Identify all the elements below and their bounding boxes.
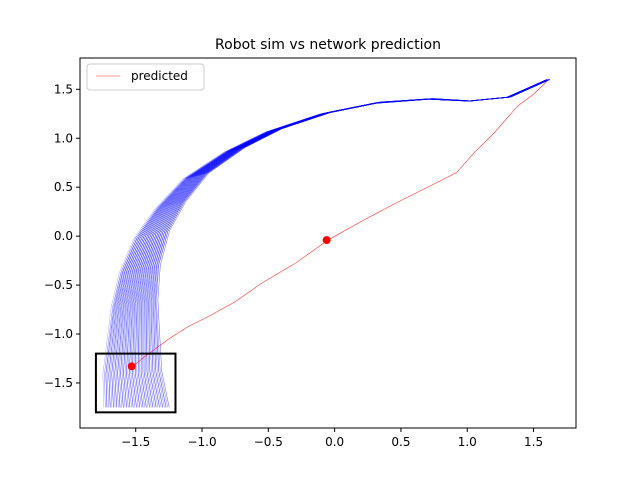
red-marker xyxy=(127,362,136,371)
simulated-trajectory-line xyxy=(153,79,549,408)
simulated-trajectory-line xyxy=(148,79,550,408)
simulated-trajectory-line xyxy=(117,79,547,408)
y-tick-label: 1.0 xyxy=(54,131,73,145)
simulated-trajectory-line xyxy=(151,79,549,408)
simulated-trajectory-line xyxy=(155,79,550,408)
x-tick-label: 0.5 xyxy=(391,435,410,449)
axes-frame xyxy=(79,57,577,429)
chart-title: Robot sim vs network prediction xyxy=(215,37,441,53)
simulated-trajectory-line xyxy=(142,79,549,408)
legend-box xyxy=(86,63,205,91)
simulated-trajectory-line xyxy=(140,79,550,408)
x-tick-label: 1.0 xyxy=(458,435,477,449)
y-tick-label: −1.0 xyxy=(44,327,73,341)
simulated-trajectory-line xyxy=(150,79,547,408)
simulated-trajectory-line xyxy=(126,79,547,408)
simulated-trajectory-line xyxy=(137,79,550,408)
simulated-trajectory-line xyxy=(146,79,550,408)
simulated-trajectory-line xyxy=(126,79,550,408)
simulated-trajectory-line xyxy=(115,79,549,408)
simulated-trajectory-line xyxy=(127,79,549,408)
simulated-trajectory-line xyxy=(143,79,550,408)
simulated-trajectory-line xyxy=(154,79,547,408)
simulated-trajectory-line xyxy=(117,79,550,408)
x-tick-label: −1.0 xyxy=(187,435,216,449)
simulated-trajectory-line xyxy=(147,79,547,408)
simulated-trajectory-line xyxy=(120,79,547,408)
y-tick-label: 0.5 xyxy=(54,180,73,194)
simulated-trajectories xyxy=(102,79,550,408)
simulated-trajectory-line xyxy=(149,79,549,408)
simulated-trajectory-line xyxy=(118,79,549,408)
y-tick-label: 1.5 xyxy=(54,82,73,96)
simulated-trajectory-line xyxy=(121,79,549,408)
simulated-trajectory-line xyxy=(123,79,550,408)
simulated-trajectory-line xyxy=(129,79,550,408)
simulated-trajectory-line xyxy=(132,79,550,408)
simulated-trajectory-line xyxy=(150,79,550,408)
y-tick-label: 0.0 xyxy=(54,229,73,243)
y-tick-label: −1.5 xyxy=(44,376,73,390)
simulated-trajectory-line xyxy=(143,79,547,408)
y-tick-label: −0.5 xyxy=(44,278,73,292)
x-tick-label: −1.5 xyxy=(121,435,150,449)
simulated-trajectory-line xyxy=(146,79,549,408)
simulated-trajectory-line xyxy=(130,79,549,408)
simulated-trajectory-line xyxy=(144,79,549,408)
simulated-trajectory-line xyxy=(137,79,547,408)
simulated-trajectory-line xyxy=(140,79,547,408)
x-tick-label: 1.5 xyxy=(524,435,543,449)
simulated-trajectory-line xyxy=(114,79,547,408)
simulated-trajectory-line xyxy=(133,79,549,408)
legend-label-predicted: predicted xyxy=(131,69,188,83)
simulated-trajectory-line xyxy=(111,79,547,408)
simulated-trajectory-line xyxy=(152,79,547,408)
start-region-box xyxy=(94,352,177,414)
simulated-trajectory-line xyxy=(134,79,547,408)
x-tick-label: 0.0 xyxy=(325,435,344,449)
simulated-trajectory-line xyxy=(111,79,550,408)
simulated-trajectory-line xyxy=(145,79,547,408)
simulated-trajectory-line xyxy=(136,79,549,408)
simulated-trajectory-line xyxy=(153,79,550,408)
simulated-trajectory-line xyxy=(135,79,550,408)
simulated-trajectory-line xyxy=(114,79,550,408)
simulated-trajectory-line xyxy=(157,79,550,408)
simulated-trajectory-line xyxy=(132,79,547,408)
simulated-trajectory-line xyxy=(139,79,549,408)
simulated-trajectory-line xyxy=(129,79,547,408)
simulated-trajectory-line xyxy=(124,79,549,408)
predicted-line xyxy=(132,81,548,367)
simulated-trajectory-line xyxy=(120,79,550,408)
simulated-trajectory-line xyxy=(123,79,547,408)
simulated-trajectory-line xyxy=(112,79,549,408)
red-marker xyxy=(322,236,331,245)
simulated-trajectory-line xyxy=(156,79,549,408)
x-tick-label: −0.5 xyxy=(254,435,283,449)
